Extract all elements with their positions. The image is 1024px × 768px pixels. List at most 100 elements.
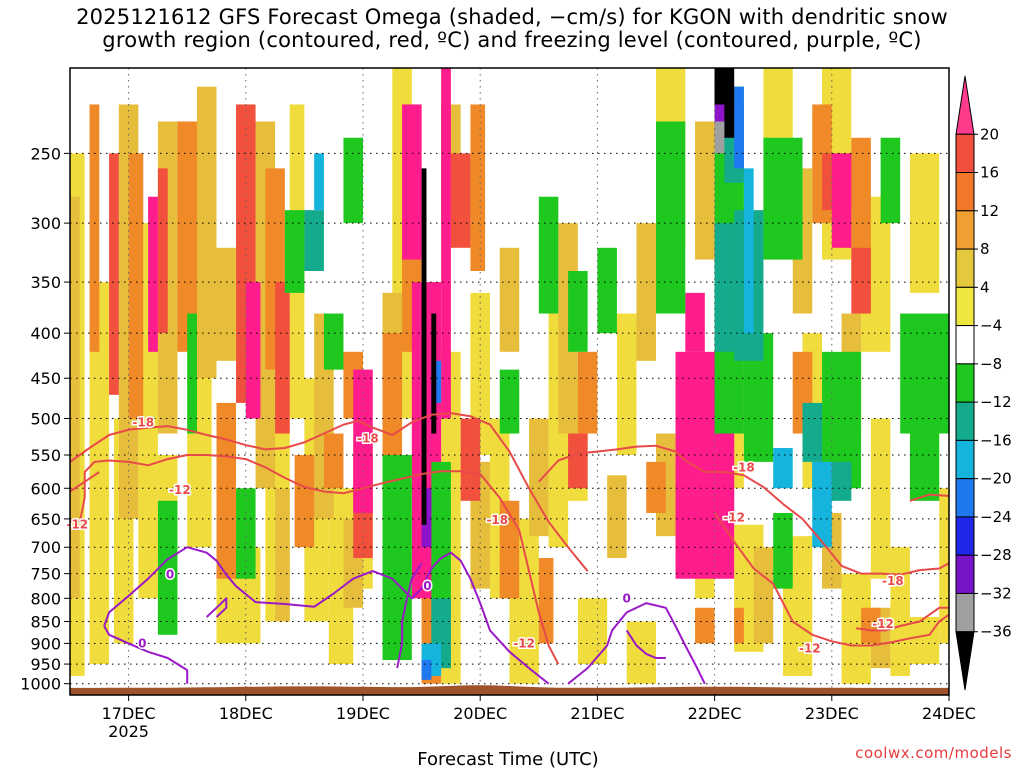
omega-cell-gold bbox=[529, 418, 549, 537]
x-tick-label-18DEC: 18DEC bbox=[219, 704, 273, 723]
dendritic-contour--12b bbox=[713, 512, 949, 647]
freezing-contour-0a bbox=[103, 546, 550, 685]
omega-cell-orange bbox=[851, 137, 871, 283]
colorbar-segment-11 bbox=[955, 516, 975, 556]
freezing-contour-0f bbox=[625, 629, 666, 659]
dendritic-contour--18b bbox=[538, 444, 949, 576]
credit-text: coolwx.com/models bbox=[855, 744, 1012, 762]
colorbar-segment-7 bbox=[955, 363, 975, 403]
omega-cell-pink bbox=[441, 68, 451, 419]
y-tick-label-900: 900 bbox=[30, 634, 61, 653]
omega-cell-green bbox=[323, 313, 344, 370]
freezing-contour-0c bbox=[206, 597, 228, 618]
omega-cell-green bbox=[763, 137, 803, 260]
y-tick-label-850: 850 bbox=[30, 613, 61, 632]
plot-grid bbox=[70, 68, 950, 695]
omega-cell-teal bbox=[304, 210, 324, 271]
colorbar-segment-0 bbox=[955, 75, 975, 135]
contour-label-12: 0 bbox=[138, 636, 146, 650]
colorbar-segment-9 bbox=[955, 439, 975, 480]
omega-cell-orange bbox=[177, 121, 197, 352]
omega-cell-red bbox=[568, 433, 588, 489]
freezing-contour-0e bbox=[567, 602, 706, 685]
contour-label-8: -12 bbox=[872, 617, 894, 631]
omega-cell-yellow bbox=[577, 598, 608, 665]
colorbar-label-6: −8 bbox=[980, 355, 1002, 373]
x-tick-label-24DEC: 24DEC bbox=[922, 704, 976, 723]
x-tick-label-22DEC: 22DEC bbox=[688, 704, 742, 723]
y-tick-label-800: 800 bbox=[30, 589, 61, 608]
omega-cell-pink bbox=[685, 292, 705, 352]
omega-cell-orange bbox=[323, 433, 344, 489]
omega-cell-gold bbox=[607, 475, 627, 559]
omega-cell-orange bbox=[538, 558, 554, 644]
pressure-axis: 250 300 350 400 450 500 550 600 650 700 750 800 850 9… bbox=[20, 144, 70, 694]
omega-cell-cyan bbox=[314, 153, 324, 211]
y-tick-label-750: 750 bbox=[30, 565, 61, 584]
colorbar-label-12: −32 bbox=[980, 584, 1012, 602]
omega-cell-yellow bbox=[870, 418, 891, 579]
omega-cell-pink bbox=[245, 282, 261, 419]
omega-cell-orange bbox=[861, 607, 881, 644]
colorbar-label-11: −28 bbox=[980, 546, 1012, 564]
omega-cell-blue bbox=[421, 660, 432, 680]
x-tick-label-17DEC: 17DEC bbox=[102, 704, 156, 723]
y-tick-label-500: 500 bbox=[30, 410, 61, 429]
omega-cell-green bbox=[236, 488, 256, 579]
colorbar-label-8: −16 bbox=[980, 431, 1012, 449]
x-tick-label-20DEC: 20DEC bbox=[453, 704, 507, 723]
omega-cell-orange bbox=[695, 607, 715, 644]
title-line-2: growth region (contoured, red, ºC) and f… bbox=[102, 28, 922, 52]
contour-label-9: -12 bbox=[799, 641, 821, 655]
colorbar-segment-13 bbox=[955, 592, 975, 633]
dendritic-contour--12 bbox=[70, 454, 560, 665]
omega-cell-green bbox=[157, 500, 178, 635]
contour-label-11: 0 bbox=[166, 568, 174, 582]
omega-cell-pink bbox=[831, 153, 852, 248]
omega-cell-green bbox=[538, 196, 559, 314]
colorbar-segment-8 bbox=[955, 401, 975, 441]
omega-cell-teal bbox=[714, 223, 735, 352]
contour-label-3: -12 bbox=[66, 518, 88, 532]
y-tick-label-350: 350 bbox=[30, 273, 61, 292]
omega-cell-black bbox=[714, 68, 735, 105]
contour-label-1: -18 bbox=[357, 432, 379, 446]
contour-label-6: -12 bbox=[723, 511, 745, 525]
omega-cell-gray bbox=[714, 121, 725, 154]
colorbar-label-10: −24 bbox=[980, 508, 1012, 526]
dendritic-contour--18 bbox=[70, 412, 589, 572]
omega-cell-green bbox=[773, 512, 793, 589]
freezing-contour-0b bbox=[103, 625, 189, 684]
y-tick-label-450: 450 bbox=[30, 369, 61, 388]
y-tick-label-650: 650 bbox=[30, 510, 61, 529]
omega-cell-black bbox=[421, 168, 427, 525]
colorbar-segment-3 bbox=[955, 210, 975, 250]
colorbar-label-2: 12 bbox=[980, 202, 999, 220]
omega-cell-green bbox=[909, 433, 940, 501]
omega-cell-red bbox=[851, 247, 871, 314]
y-tick-label-250: 250 bbox=[30, 144, 61, 163]
contour-label-13: 0 bbox=[423, 579, 431, 593]
colorbar-label-4: 4 bbox=[980, 278, 990, 296]
omega-cell-red bbox=[109, 153, 119, 395]
plot-frame bbox=[69, 67, 950, 696]
x-axis-label: Forecast Time (UTC) bbox=[417, 749, 598, 768]
omega-cell-green bbox=[382, 454, 412, 661]
omega-cell-yellow bbox=[616, 313, 637, 455]
omega-cell-red bbox=[275, 282, 290, 434]
contour-labels: -18 -18 -12 -12 -18 -18 -12 -18 -12 -12 -12 0 0 0 0 bbox=[65, 414, 905, 657]
colorbar-segment-5 bbox=[955, 286, 975, 327]
omega-cell-gold bbox=[695, 121, 715, 260]
omega-cell-green bbox=[597, 247, 617, 334]
colorbar-segment-12 bbox=[955, 554, 975, 594]
omega-cell-orange bbox=[734, 607, 744, 644]
omega-cell-blue bbox=[734, 86, 744, 169]
omega-shading bbox=[70, 68, 949, 684]
contour-label-5: -18 bbox=[733, 460, 755, 474]
omega-cell-green bbox=[656, 121, 686, 314]
omega-cell-gold bbox=[499, 247, 520, 352]
omega-cell-yellow bbox=[890, 547, 910, 676]
colorbar-segment-6 bbox=[955, 325, 975, 365]
